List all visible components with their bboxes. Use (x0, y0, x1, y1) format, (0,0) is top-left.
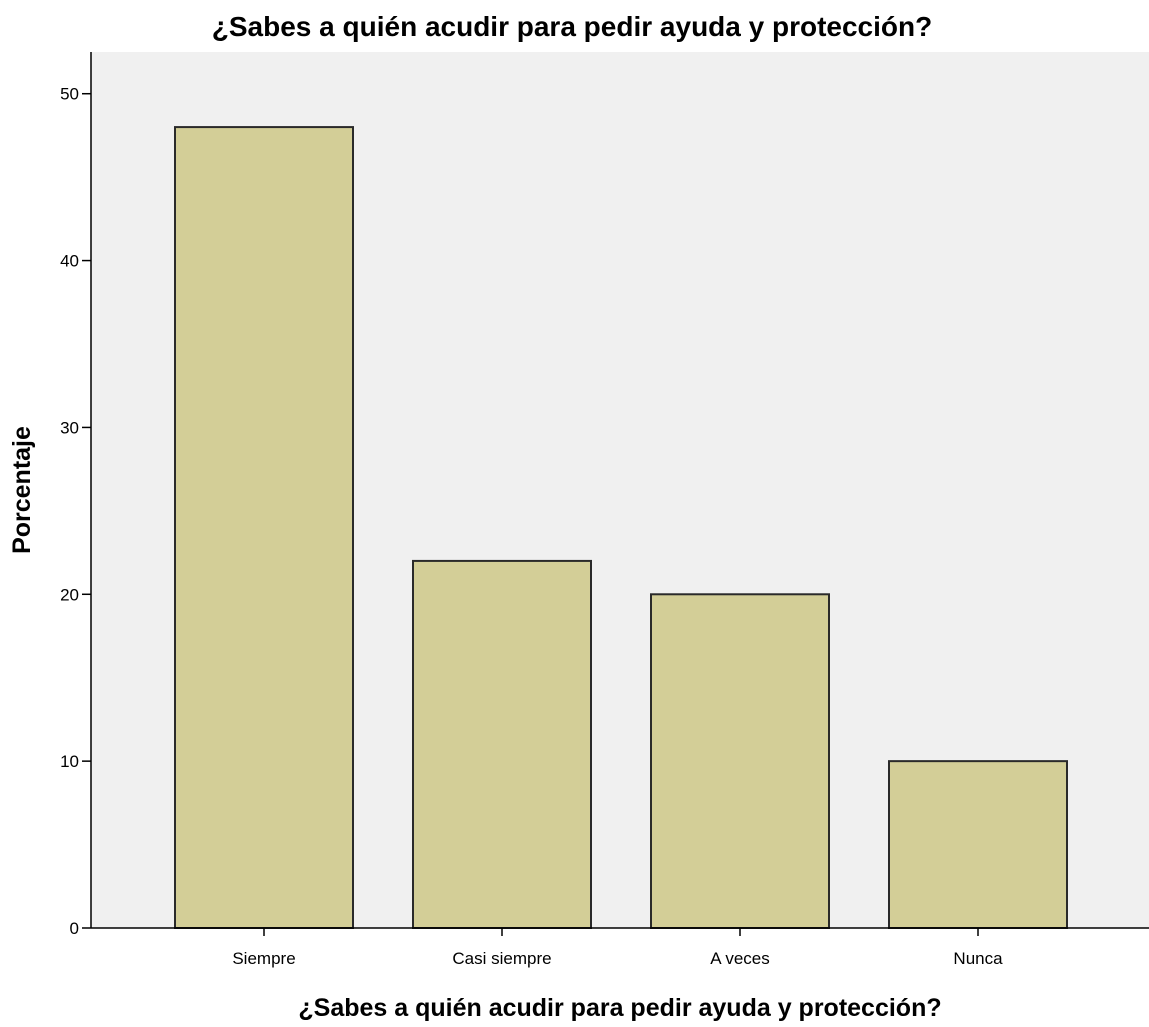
x-tick-label: A veces (710, 949, 770, 968)
bar-a-veces (650, 593, 830, 929)
x-axis: Siempre Casi siempre A veces Nunca (91, 927, 1149, 968)
x-axis-label: ¿Sabes a quién acudir para pedir ayuda y… (298, 994, 941, 1022)
y-tick-label: 10 (60, 752, 79, 771)
bar-siempre (174, 126, 354, 930)
bars-group (174, 126, 1068, 930)
x-tick-label: Nunca (953, 949, 1003, 968)
y-tick-label: 0 (70, 919, 79, 938)
y-axis: 0 10 20 30 40 50 (60, 52, 92, 938)
y-tick-label: 40 (60, 252, 79, 271)
y-tick-label: 50 (60, 85, 79, 104)
bar-casi-siempre (412, 559, 592, 930)
x-tick-label: Siempre (232, 949, 295, 968)
chart-title: ¿Sabes a quién acudir para pedir ayuda y… (212, 11, 932, 42)
bar-nunca (888, 760, 1068, 930)
y-tick-label: 30 (60, 418, 79, 437)
y-tick-label: 20 (60, 585, 79, 604)
x-tick-label: Casi siempre (452, 949, 551, 968)
y-axis-label: Porcentaje (8, 426, 36, 554)
